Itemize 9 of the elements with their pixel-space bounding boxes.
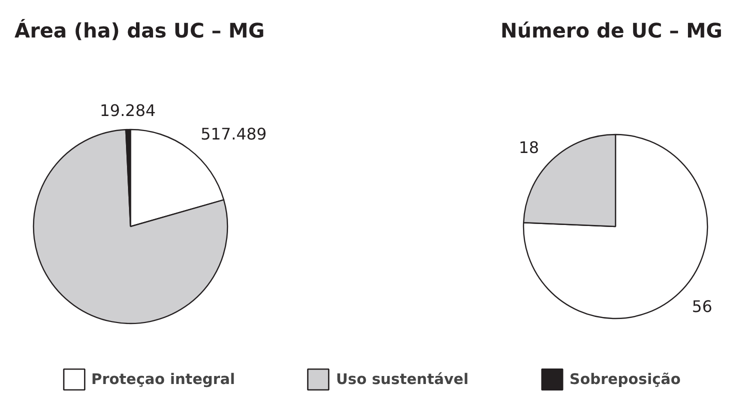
legend-label: Uso sustentável [336, 370, 469, 388]
data-label: 18 [518, 138, 540, 157]
legend-label: Proteçao integral [91, 370, 236, 388]
data-label: 517.489 [200, 124, 267, 144]
chart-title: Área (ha) das UC – MG [14, 18, 265, 42]
legend-label: Sobreposição [570, 370, 681, 388]
data-label: 19.284 [100, 101, 156, 120]
data-label: 56 [692, 297, 712, 316]
chart-title: Número de UC – MG [500, 18, 722, 42]
